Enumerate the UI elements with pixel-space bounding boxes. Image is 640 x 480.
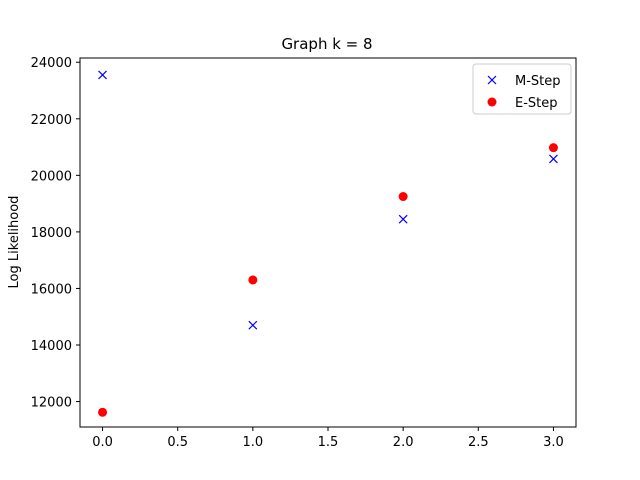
data-point-e-step: [398, 192, 408, 202]
chart-title: Graph k = 8: [281, 35, 372, 53]
y-axis: 12000 14000 16000 18000 20000 22000 24000: [31, 56, 80, 411]
y-tick-label: 20000: [31, 169, 72, 184]
plot-area: [98, 70, 558, 417]
data-point-m-step: [549, 154, 558, 164]
series-e-step: [98, 143, 558, 417]
data-point-m-step: [248, 320, 258, 330]
legend-label-e-step: E-Step: [515, 96, 558, 111]
data-point-e-step: [248, 275, 258, 285]
y-tick-label: 24000: [31, 56, 72, 71]
x-tick-label: 0.0: [92, 435, 113, 450]
y-tick-label: 16000: [31, 282, 72, 297]
data-point-m-step: [398, 214, 408, 224]
legend-marker-e-step: [487, 97, 497, 107]
data-point-e-step: [548, 143, 558, 153]
x-tick-label: 0.5: [167, 435, 188, 450]
series-m-step: [98, 70, 558, 330]
x-tick-label: 1.5: [318, 435, 339, 450]
y-tick-label: 14000: [31, 339, 72, 354]
legend-label-m-step: M-Step: [515, 74, 561, 89]
data-point-m-step: [98, 70, 107, 80]
y-tick-label: 22000: [31, 113, 72, 128]
y-tick-label: 12000: [31, 396, 72, 411]
x-tick-label: 2.0: [393, 435, 414, 450]
data-point-e-step: [98, 407, 108, 417]
legend-marker-m-step: [487, 75, 497, 85]
y-axis-label: Log Likelihood: [7, 196, 22, 289]
x-tick-label: 2.5: [468, 435, 489, 450]
x-tick-label: 1.0: [243, 435, 264, 450]
x-tick-label: 3.0: [543, 435, 564, 450]
y-tick-label: 18000: [31, 226, 72, 241]
legend: M-Step E-Step: [472, 63, 572, 115]
x-axis: 0.0 0.5 1.0 1.5 2.0 2.5 3.0: [92, 427, 564, 450]
legend-box: [472, 63, 572, 115]
